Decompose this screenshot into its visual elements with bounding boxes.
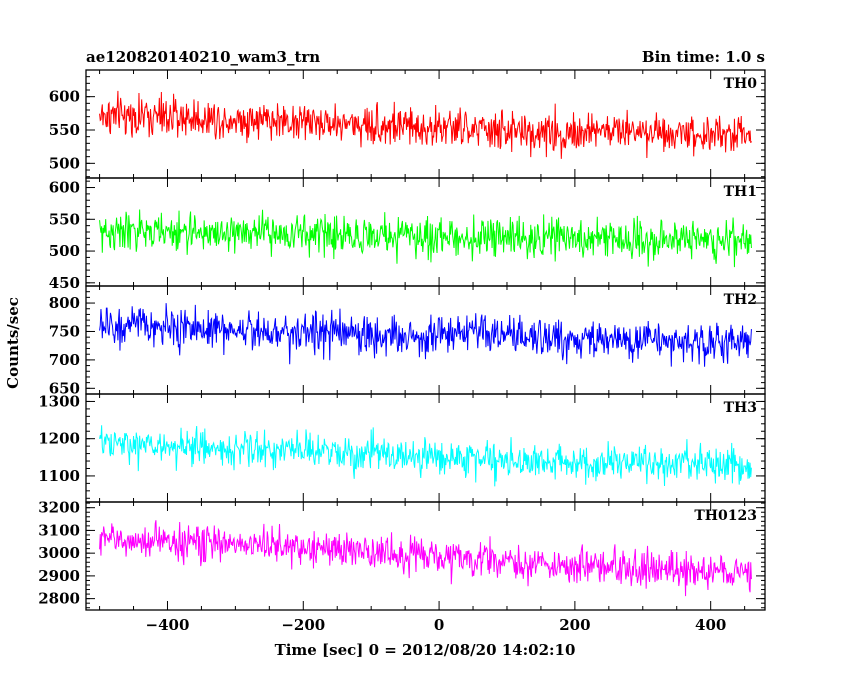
- series-label-th2: TH2: [724, 292, 757, 308]
- y-tick-label: 700: [49, 351, 80, 369]
- y-tick-label: 600: [49, 179, 80, 197]
- series-label-th1: TH1: [724, 184, 757, 200]
- y-tick-label: 1100: [38, 467, 80, 485]
- y-tick-label: 3100: [38, 521, 80, 539]
- series-label-th0: TH0: [724, 76, 758, 92]
- y-tick-label: 800: [49, 294, 80, 312]
- x-tick-label: 400: [695, 616, 726, 634]
- x-tick-label: −200: [281, 616, 325, 634]
- y-tick-label: 500: [49, 242, 80, 260]
- y-tick-label: 550: [49, 210, 80, 228]
- x-axis-label: Time [sec] 0 = 2012/08/20 14:02:10: [275, 641, 576, 659]
- y-tick-label: 500: [49, 154, 80, 172]
- y-tick-label: 650: [49, 379, 80, 397]
- y-tick-label: 750: [49, 322, 80, 340]
- y-tick-label: 2900: [38, 567, 80, 585]
- bin-time-label: Bin time: 1.0 s: [642, 48, 765, 66]
- series-line-th0123: [99, 520, 752, 597]
- series-line-th2: [99, 303, 752, 367]
- x-tick-label: 0: [434, 616, 444, 634]
- y-tick-label: 3200: [38, 499, 80, 517]
- y-tick-label: 1300: [38, 392, 80, 410]
- chart-title: ae120820140210_wam3_trn: [86, 48, 320, 66]
- y-tick-label: 450: [49, 274, 80, 292]
- x-tick-label: 200: [559, 616, 590, 634]
- series-label-th3: TH3: [724, 400, 757, 416]
- y-tick-label: 600: [49, 88, 80, 106]
- x-tick-label: −400: [146, 616, 190, 634]
- y-tick-label: 550: [49, 121, 80, 139]
- y-tick-label: 2800: [38, 590, 80, 608]
- panels: 500 550 600 TH0 450 500 550 600 TH1 650 700 750 800 T…: [38, 69, 766, 634]
- series-label-th0123: TH0123: [694, 508, 757, 524]
- series-line-th1: [99, 209, 752, 268]
- panel-frame: [85, 501, 766, 611]
- y-tick-label: 3000: [38, 544, 80, 562]
- series-line-th3: [99, 425, 752, 487]
- y-tick-label: 1200: [38, 430, 80, 448]
- y-axis-label: Counts/sec: [4, 297, 22, 389]
- series-line-th0: [99, 90, 752, 159]
